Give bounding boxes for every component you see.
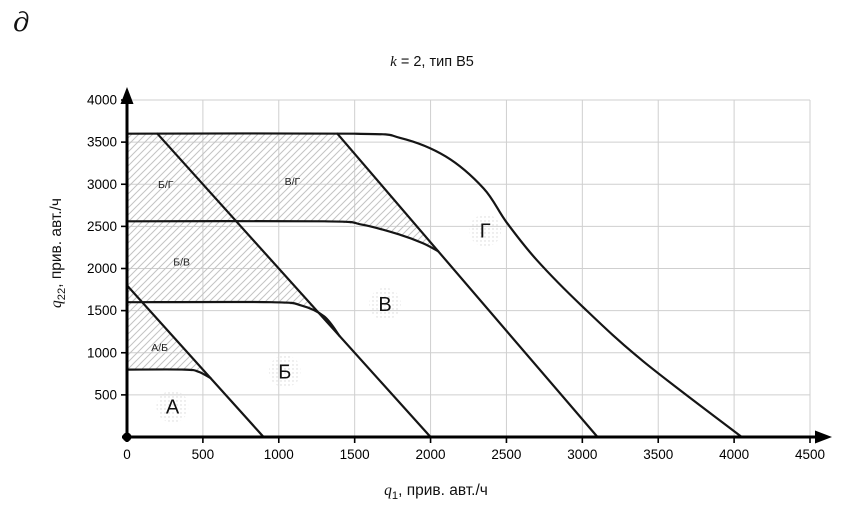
zone-label-А: А [166, 397, 180, 419]
transition-label-Б/Г: Б/Г [158, 179, 174, 191]
grid [127, 99, 811, 437]
curve-A-boundary [125, 368, 212, 380]
y-axis-title-text: , прив. авт./ч [47, 198, 65, 288]
zone-halo [469, 214, 502, 247]
x-tick-label: 3500 [643, 447, 673, 462]
title-variable: k [390, 54, 397, 70]
y-axis-title: q22, прив. авт./ч [48, 198, 68, 308]
y-tick-label: 4000 [87, 93, 117, 108]
y-axis-variable: q [47, 300, 65, 308]
zone-label-Б: Б [278, 361, 291, 383]
boundary-curves [125, 132, 743, 439]
y-tick-label: 2500 [87, 219, 117, 234]
y-tick-label: 500 [94, 387, 117, 402]
y-tick-label: 1500 [87, 303, 117, 318]
y-tick-label: 1000 [87, 345, 117, 360]
tick-labels: 0 500 1000 1500 2000 2500 3000 3500 4000 4500 500 1… [87, 93, 825, 463]
x-tick-label: 4000 [719, 447, 749, 462]
x-tick-label: 0 [123, 447, 131, 462]
region-V-G [157, 133, 439, 252]
zone-halo [268, 355, 301, 388]
zone-label-В: В [378, 294, 391, 316]
x-axis-arrow [815, 430, 832, 444]
diagonal-1 [125, 284, 265, 439]
x-tick-label: 3000 [567, 447, 597, 462]
x-axis-variable: q [384, 482, 392, 499]
curve-G-boundary [125, 132, 743, 439]
transition-label-В/Г: В/Г [285, 176, 301, 188]
origin-dot [122, 432, 132, 442]
x-axis-title: q1, прив. авт./ч [384, 482, 488, 502]
title-text: = 2, тип В5 [396, 54, 474, 70]
x-tick-label: 1500 [340, 447, 370, 462]
curve-V-boundary [125, 219, 440, 253]
axes [120, 87, 832, 444]
transition-label-Б/В: Б/В [173, 256, 190, 268]
y-tick-label: 3500 [87, 135, 117, 150]
x-tick-label: 4500 [795, 447, 825, 462]
region-B-G [127, 133, 237, 222]
transition-label-А/Б: А/Б [151, 342, 168, 354]
zone-halo [156, 390, 189, 423]
figure-panel-label: д [13, 8, 30, 38]
y-tick-label: 2000 [87, 261, 117, 276]
x-tick-label: 1000 [264, 447, 294, 462]
y-tick-label: 3000 [87, 177, 117, 192]
zone-halo [369, 287, 402, 320]
x-axis-subscript: 1 [391, 490, 399, 503]
x-tick-label: 2000 [416, 447, 446, 462]
tick-marks [121, 99, 811, 443]
diagonal-2 [156, 132, 432, 439]
x-tick-label: 2500 [491, 447, 521, 462]
chart-title: k = 2, тип В5 [390, 54, 474, 71]
diagonal-3 [336, 132, 599, 439]
x-axis-title-text: , прив. авт./ч [398, 482, 488, 499]
y-axis-arrow [120, 87, 134, 104]
region-B-V [127, 221, 340, 336]
zone-label-Г: Г [480, 221, 491, 243]
x-tick-label: 500 [192, 447, 215, 462]
zone-labels: А Б В Г [156, 214, 502, 423]
y-axis-subscript: 22 [56, 287, 69, 301]
curve-B-boundary [125, 300, 341, 337]
transition-labels: А/Б Б/В Б/Г В/Г [151, 176, 300, 354]
